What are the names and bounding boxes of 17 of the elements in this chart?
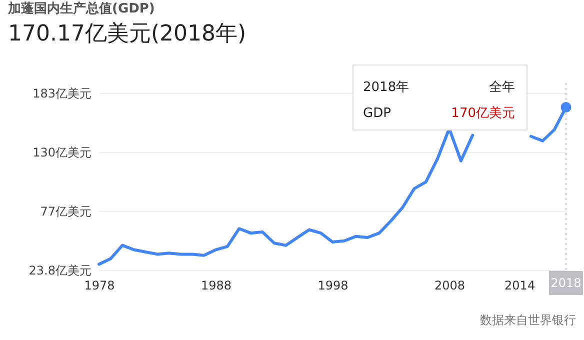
annotation: 全年 bbox=[489, 80, 515, 95]
y-tick-label: 130亿美元 bbox=[32, 145, 92, 160]
y-tick-label: 183亿美元 bbox=[32, 86, 92, 100]
x-tick-label: 1988 bbox=[200, 278, 232, 292]
annotation: 170亿美元 bbox=[451, 105, 515, 121]
x-tick-label: 2008 bbox=[434, 278, 466, 292]
chart-title: 加蓬国内生产总值(GDP) bbox=[7, 0, 155, 16]
x-tick-label: 1978 bbox=[84, 278, 115, 292]
ref-line-label: 2018 bbox=[550, 276, 582, 290]
x-tick-label: 1998 bbox=[318, 278, 348, 292]
text: 数据来自世界银行 bbox=[480, 313, 576, 327]
annotation: 2018年 bbox=[363, 80, 410, 95]
y-tick-label: 23.8亿美元 bbox=[28, 264, 92, 278]
chart-subtitle: 170.17亿美元(2018年) bbox=[8, 22, 246, 46]
x-tick-label: 2014 bbox=[504, 278, 536, 292]
y-tick-label: 77亿美元 bbox=[40, 204, 92, 218]
annotation: GDP bbox=[363, 106, 392, 121]
